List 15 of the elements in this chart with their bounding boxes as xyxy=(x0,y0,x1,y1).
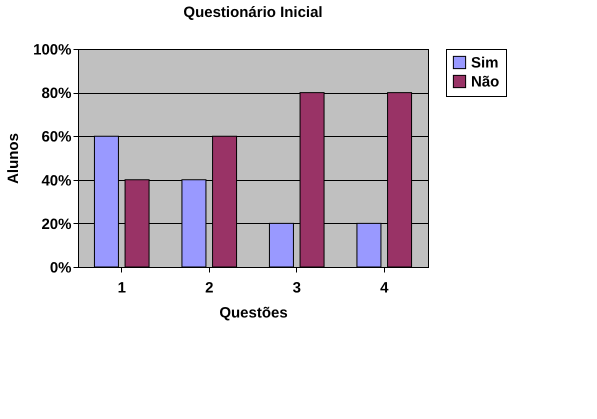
x-tick-label: 3 xyxy=(292,280,301,296)
y-tick-label: 100% xyxy=(33,42,72,58)
chart-title: Questionário Inicial xyxy=(183,4,323,21)
x-axis-title: Questões xyxy=(219,304,288,322)
y-tick-label: 80% xyxy=(41,85,72,102)
y-tick-label: 60% xyxy=(41,128,72,146)
y-tick-label: 40% xyxy=(41,172,72,190)
x-tick-label: 4 xyxy=(380,280,390,296)
y-tick-label: 0% xyxy=(50,260,72,276)
y-tick-label: 20% xyxy=(41,216,72,233)
x-tick-label: 1 xyxy=(118,280,126,296)
x-tick-label: 2 xyxy=(205,280,214,296)
legend-label: Sim xyxy=(471,54,499,72)
y-axis-title: Alunos xyxy=(5,133,22,184)
legend-label: Não xyxy=(471,74,500,90)
